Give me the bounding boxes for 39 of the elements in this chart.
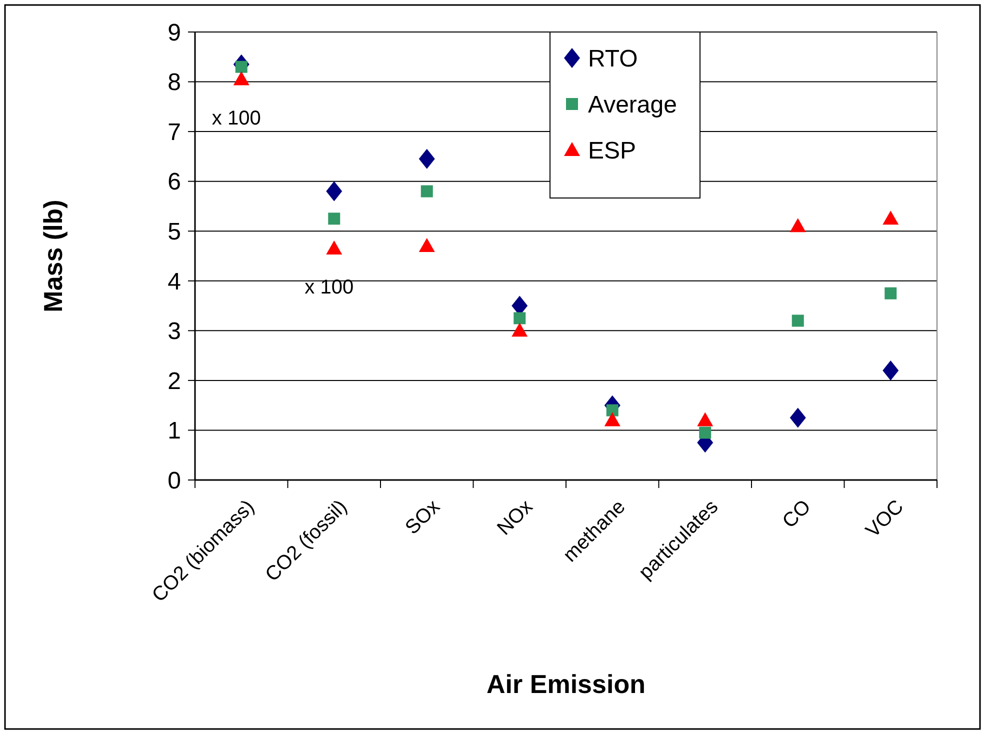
- legend-label: RTO: [588, 45, 638, 72]
- legend-label: Average: [588, 91, 677, 118]
- y-tick-label: 4: [168, 268, 181, 296]
- point: [514, 312, 526, 324]
- x-axis-title: Air Emission: [486, 669, 646, 699]
- y-tick-label: 6: [168, 168, 181, 196]
- point: [233, 71, 250, 86]
- annotation: x 100: [212, 107, 261, 130]
- y-tick-label: 8: [168, 69, 181, 96]
- point: [326, 181, 342, 202]
- x-tick-label: NOx: [493, 496, 538, 540]
- point: [697, 412, 714, 426]
- point: [790, 218, 806, 232]
- x-tick-label: SOx: [401, 496, 444, 539]
- point: [882, 210, 899, 225]
- point: [792, 314, 804, 327]
- y-tick-label: 7: [168, 118, 181, 146]
- legend-label: ESP: [588, 137, 636, 164]
- y-tick-label: 3: [168, 318, 181, 346]
- y-tick-label: 2: [168, 368, 181, 395]
- point: [328, 212, 340, 225]
- x-tick-label: VOC: [862, 496, 908, 542]
- y-tick-label: 0: [168, 467, 181, 494]
- x-tick-label: CO: [778, 496, 816, 533]
- point: [884, 287, 897, 300]
- point: [699, 426, 712, 439]
- point: [790, 408, 806, 428]
- point: [418, 238, 435, 252]
- point: [326, 240, 342, 255]
- point: [420, 185, 433, 198]
- point: [882, 360, 899, 380]
- y-tick-label: 9: [168, 19, 181, 46]
- point: [606, 404, 618, 416]
- y-tick-label: 1: [168, 418, 181, 445]
- y-tick-label: 5: [168, 218, 181, 246]
- point: [418, 148, 435, 169]
- y-axis-title: Mass (lb): [38, 200, 68, 312]
- point: [512, 322, 528, 337]
- point: [604, 412, 620, 426]
